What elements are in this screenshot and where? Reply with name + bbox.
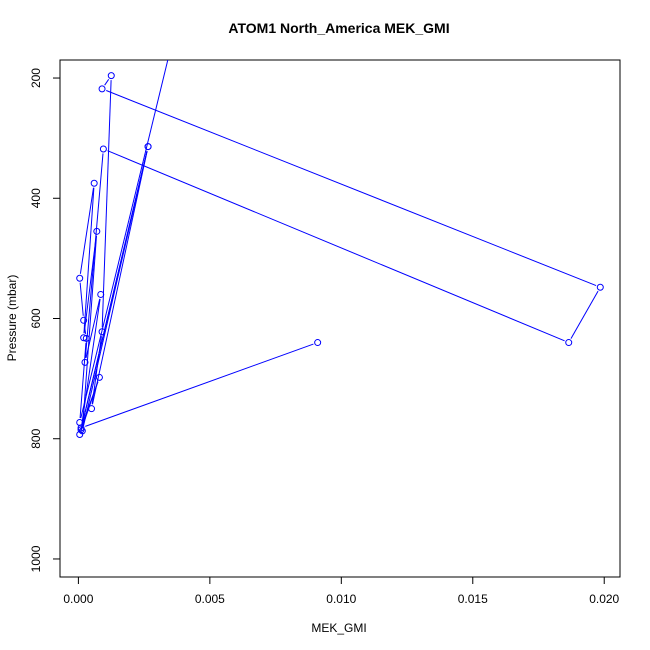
series-segment <box>85 298 101 359</box>
series-segment <box>82 235 97 427</box>
y-tick-label: 600 <box>29 308 43 328</box>
series-segment <box>570 290 599 339</box>
data-point <box>88 405 96 413</box>
series-segment <box>79 342 87 419</box>
series-line <box>79 60 599 431</box>
data-point <box>77 426 85 434</box>
y-axis: 200 400 600 800 1000 <box>29 68 61 572</box>
series-segment <box>81 298 101 426</box>
series-segment <box>84 153 104 358</box>
y-tick-label: 200 <box>29 68 43 88</box>
data-point <box>80 316 88 324</box>
data-point <box>107 72 115 80</box>
series-segment <box>166 60 168 61</box>
series-segment <box>82 381 99 424</box>
series-markers <box>76 72 604 439</box>
y-tick-label: 400 <box>29 188 43 208</box>
data-point <box>95 373 103 381</box>
series-segment <box>79 282 84 316</box>
x-tick-label: 0.015 <box>458 592 488 606</box>
y-axis-label: Pressure (mbar) <box>5 275 19 362</box>
data-point <box>98 85 106 93</box>
series-segment <box>79 187 94 274</box>
series-segment <box>104 79 110 86</box>
data-point <box>144 143 152 151</box>
data-point <box>99 145 107 153</box>
y-tick-label: 800 <box>29 428 43 448</box>
series-segment <box>80 60 169 419</box>
chart-title: ATOM1 North_America MEK_GMI <box>228 20 449 36</box>
data-point <box>76 431 84 439</box>
series-segment <box>92 150 148 405</box>
x-tick-label: 0.000 <box>63 592 93 606</box>
plot-area-frame <box>59 59 621 578</box>
data-point <box>81 358 89 366</box>
data-point <box>76 274 84 282</box>
y-tick-label: 1000 <box>29 545 43 572</box>
x-tick-label: 0.020 <box>589 592 619 606</box>
x-axis: 0.000 0.005 0.010 0.015 0.020 <box>63 576 620 606</box>
series-segment <box>83 187 95 334</box>
data-point <box>93 227 101 235</box>
x-axis-label: MEK_GMI <box>311 621 366 635</box>
series-segment <box>106 90 597 287</box>
data-point <box>596 283 604 291</box>
data-point <box>90 179 98 187</box>
data-point <box>565 339 573 347</box>
series-segment <box>101 80 112 328</box>
data-point <box>77 424 85 432</box>
series-segment <box>80 150 148 431</box>
data-point <box>314 339 322 347</box>
series-segment <box>85 343 314 427</box>
series-segment <box>107 150 565 342</box>
data-point <box>82 334 90 342</box>
x-tick-label: 0.005 <box>195 592 225 606</box>
data-point <box>97 290 105 298</box>
data-point <box>80 334 88 342</box>
data-point <box>98 328 106 336</box>
x-tick-label: 0.010 <box>326 592 356 606</box>
